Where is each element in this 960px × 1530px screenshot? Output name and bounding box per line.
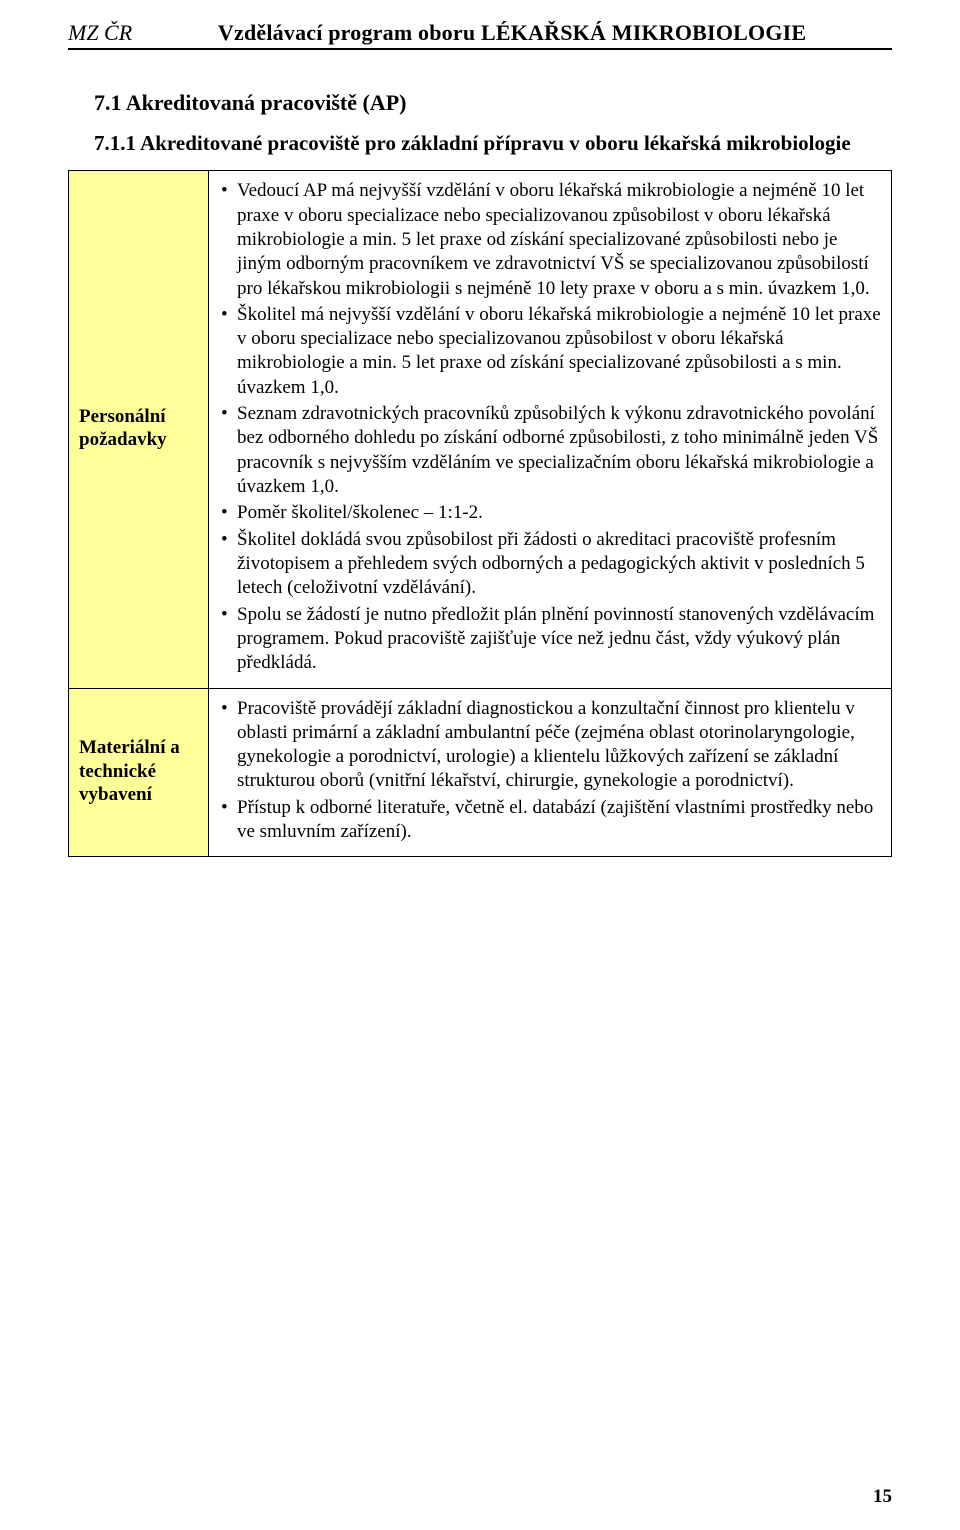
list-item: Seznam zdravotnických pracovníků způsobi… <box>219 402 881 499</box>
header-org: MZ ČR <box>68 20 132 46</box>
bullet-list: Pracoviště provádějí základní diagnostic… <box>219 697 881 845</box>
page-header: MZ ČR Vzdělávací program oboru LÉKAŘSKÁ … <box>68 20 892 50</box>
row-content-material: Pracoviště provádějí základní diagnostic… <box>209 688 892 857</box>
row-content-personal: Vedoucí AP má nejvyšší vzdělání v oboru … <box>209 171 892 688</box>
list-item: Spolu se žádostí je nutno předložit plán… <box>219 603 881 676</box>
row-label-material: Materiální a technické vybavení <box>69 688 209 857</box>
list-item: Školitel dokládá svou způsobilost při žá… <box>219 528 881 601</box>
page: MZ ČR Vzdělávací program oboru LÉKAŘSKÁ … <box>0 20 960 1530</box>
table-row: Personální požadavky Vedoucí AP má nejvy… <box>69 171 892 688</box>
list-item: Pracoviště provádějí základní diagnostic… <box>219 697 881 794</box>
row-label-personal: Personální požadavky <box>69 171 209 688</box>
list-item: Vedoucí AP má nejvyšší vzdělání v oboru … <box>219 179 881 301</box>
bullet-list: Vedoucí AP má nejvyšší vzdělání v oboru … <box>219 179 881 675</box>
heading-7-1: 7.1 Akreditovaná pracoviště (AP) <box>94 90 892 116</box>
table-row: Materiální a technické vybavení Pracoviš… <box>69 688 892 857</box>
content: 7.1 Akreditovaná pracoviště (AP) 7.1.1 A… <box>68 50 892 857</box>
page-number: 15 <box>873 1486 892 1508</box>
list-item: Přístup k odborné literatuře, včetně el.… <box>219 796 881 845</box>
header-title: Vzdělávací program oboru LÉKAŘSKÁ MIKROB… <box>132 20 892 46</box>
heading-7-1-1: 7.1.1 Akreditované pracoviště pro základ… <box>94 130 892 156</box>
list-item: Poměr školitel/školenec – 1:1-2. <box>219 501 881 525</box>
list-item: Školitel má nejvyšší vzdělání v oboru lé… <box>219 303 881 400</box>
requirements-table: Personální požadavky Vedoucí AP má nejvy… <box>68 170 892 857</box>
